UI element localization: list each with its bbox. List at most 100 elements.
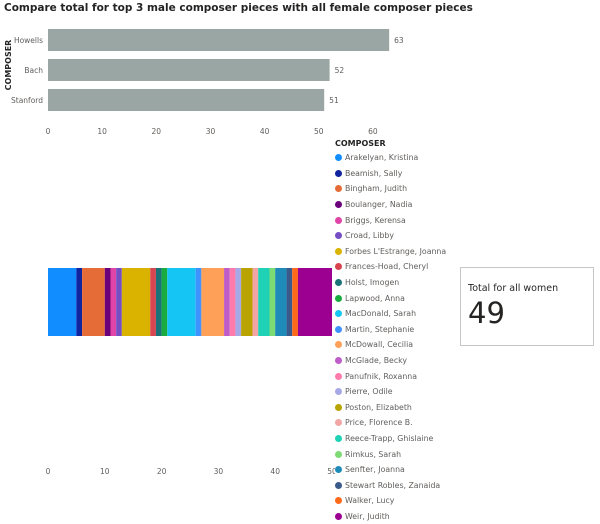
stacked-segment[interactable] bbox=[269, 268, 276, 336]
x-tick-label: 50 bbox=[327, 467, 335, 476]
legend-item[interactable]: Rimkus, Sarah bbox=[335, 446, 445, 462]
stacked-segment[interactable] bbox=[110, 268, 117, 336]
female-composers-stacked-bar-chart: 0 10 20 30 40 50 bbox=[46, 268, 335, 476]
category-label: Howells bbox=[14, 36, 43, 45]
legend-dot-icon bbox=[335, 341, 342, 349]
stacked-segment[interactable] bbox=[235, 268, 242, 336]
legend-label: Weir, Judith bbox=[345, 511, 390, 521]
x-tick-label: 30 bbox=[214, 467, 224, 476]
stacked-segment[interactable] bbox=[241, 268, 253, 336]
bar[interactable] bbox=[48, 59, 330, 81]
x-tick-label: 20 bbox=[157, 467, 167, 476]
legend-item[interactable]: Holst, Imogen bbox=[335, 275, 445, 291]
legend-label: Forbes L'Estrange, Joanna bbox=[345, 246, 447, 256]
legend-item[interactable]: Croad, Libby bbox=[335, 228, 445, 244]
legend-dot-icon bbox=[335, 154, 342, 162]
x-tick-label: 30 bbox=[206, 127, 216, 136]
legend-label: Arakelyan, Kristina bbox=[345, 153, 419, 163]
legend-label: Beamish, Sally bbox=[345, 168, 403, 178]
legend-item[interactable]: Poston, Elizabeth bbox=[335, 400, 445, 416]
legend-item[interactable]: Lapwood, Anna bbox=[335, 290, 445, 306]
legend-label: Stewart Robles, Zanaida bbox=[345, 480, 441, 490]
legend-dot-icon bbox=[335, 434, 342, 442]
total-women-card: Total for all women 49 bbox=[460, 267, 594, 346]
stacked-segment[interactable] bbox=[297, 268, 332, 336]
stacked-segment[interactable] bbox=[201, 268, 225, 336]
x-tick-label: 10 bbox=[100, 467, 110, 476]
stacked-segment[interactable] bbox=[229, 268, 236, 336]
legend-item[interactable]: Arakelyan, Kristina bbox=[335, 150, 445, 166]
legend-item[interactable]: Walker, Lucy bbox=[335, 493, 445, 509]
legend-item[interactable]: Martin, Stephanie bbox=[335, 322, 445, 338]
legend-label: Rimkus, Sarah bbox=[345, 449, 402, 459]
stacked-segment[interactable] bbox=[286, 268, 293, 336]
stacked-segment[interactable] bbox=[121, 268, 151, 336]
legend-label: Senfter, Joanna bbox=[345, 465, 405, 475]
legend-item[interactable]: Stewart Robles, Zanaida bbox=[335, 477, 445, 493]
legend-item[interactable]: MacDonald, Sarah bbox=[335, 306, 445, 322]
legend-item[interactable]: Weir, Judith bbox=[335, 509, 445, 524]
legend-label: Lapwood, Anna bbox=[345, 293, 405, 303]
stacked-segment[interactable] bbox=[161, 268, 168, 336]
stacked-segment[interactable] bbox=[104, 268, 111, 336]
legend-label: Briggs, Kerensa bbox=[345, 215, 406, 225]
legend-item[interactable]: Frances-Hoad, Cheryl bbox=[335, 259, 445, 275]
page-title: Compare total for top 3 male composer pi… bbox=[4, 2, 473, 14]
data-label: 51 bbox=[329, 96, 339, 105]
x-tick-label: 0 bbox=[46, 467, 51, 476]
legend-label: Poston, Elizabeth bbox=[345, 402, 412, 412]
legend-label: Walker, Lucy bbox=[345, 496, 395, 506]
legend-label: MacDonald, Sarah bbox=[345, 309, 417, 319]
legend-label: McDowall, Cecilia bbox=[345, 340, 414, 350]
legend-item[interactable]: McDowall, Cecilia bbox=[335, 337, 445, 353]
legend-item[interactable]: Beamish, Sally bbox=[335, 166, 445, 182]
legend-dot-icon bbox=[335, 388, 342, 396]
legend-dot-icon bbox=[335, 216, 342, 224]
legend-item[interactable]: Forbes L'Estrange, Joanna bbox=[335, 244, 447, 260]
stacked-segment[interactable] bbox=[252, 268, 259, 336]
stacked-segment[interactable] bbox=[258, 268, 270, 336]
legend-item[interactable]: Boulanger, Nadia bbox=[335, 197, 445, 213]
data-label: 63 bbox=[394, 36, 404, 45]
card-title: Total for all women bbox=[468, 283, 559, 294]
legend-dot-icon bbox=[335, 325, 342, 333]
stacked-segment[interactable] bbox=[155, 268, 162, 336]
category-label: Bach bbox=[24, 66, 43, 75]
legend-dot-icon bbox=[335, 201, 342, 209]
legend-dot-icon bbox=[335, 403, 342, 411]
legend-label: Holst, Imogen bbox=[345, 278, 400, 288]
stacked-segment[interactable] bbox=[116, 268, 122, 336]
x-tick-label: 40 bbox=[260, 127, 270, 136]
stacked-segment[interactable] bbox=[48, 268, 77, 336]
legend-dot-icon bbox=[335, 512, 342, 520]
legend-item[interactable]: Briggs, Kerensa bbox=[335, 212, 445, 228]
legend-dot-icon bbox=[335, 169, 342, 177]
stacked-segment[interactable] bbox=[82, 268, 105, 336]
legend-dot-icon bbox=[335, 419, 342, 427]
legend-dot-icon bbox=[335, 466, 342, 474]
legend-item[interactable]: Bingham, Judith bbox=[335, 181, 445, 197]
data-label: 52 bbox=[335, 66, 345, 75]
top-chart-ylabel: COMPOSER bbox=[4, 40, 13, 91]
legend-item[interactable]: Pierre, Odile bbox=[335, 384, 445, 400]
bar[interactable] bbox=[48, 29, 390, 51]
legend-dot-icon bbox=[335, 372, 342, 380]
stacked-segment[interactable] bbox=[224, 268, 230, 336]
stacked-segment[interactable] bbox=[150, 268, 156, 336]
bar[interactable] bbox=[48, 89, 325, 111]
legend-item[interactable]: Price, Florence B. bbox=[335, 415, 445, 431]
stacked-segment[interactable] bbox=[292, 268, 298, 336]
stacked-segment[interactable] bbox=[167, 268, 196, 336]
composer-legend: COMPOSER Arakelyan, Kristina Beamish, Sal… bbox=[335, 138, 447, 524]
legend-dot-icon bbox=[335, 310, 342, 318]
stacked-segment[interactable] bbox=[76, 268, 83, 336]
legend-item[interactable]: Reece-Trapp, Ghislaine bbox=[335, 431, 445, 447]
x-tick-label: 40 bbox=[270, 467, 280, 476]
legend-item[interactable]: Senfter, Joanna bbox=[335, 462, 445, 478]
legend-item[interactable]: McGlade, Becky bbox=[335, 353, 445, 369]
top-male-composers-bar-chart: COMPOSER Howells 63 Bach 52 Stanford 51 0 10 20 3… bbox=[4, 29, 404, 136]
card-value: 49 bbox=[468, 296, 505, 330]
stacked-segment[interactable] bbox=[195, 268, 202, 336]
legend-item[interactable]: Panufnik, Roxanna bbox=[335, 368, 445, 384]
stacked-segment[interactable] bbox=[275, 268, 287, 336]
